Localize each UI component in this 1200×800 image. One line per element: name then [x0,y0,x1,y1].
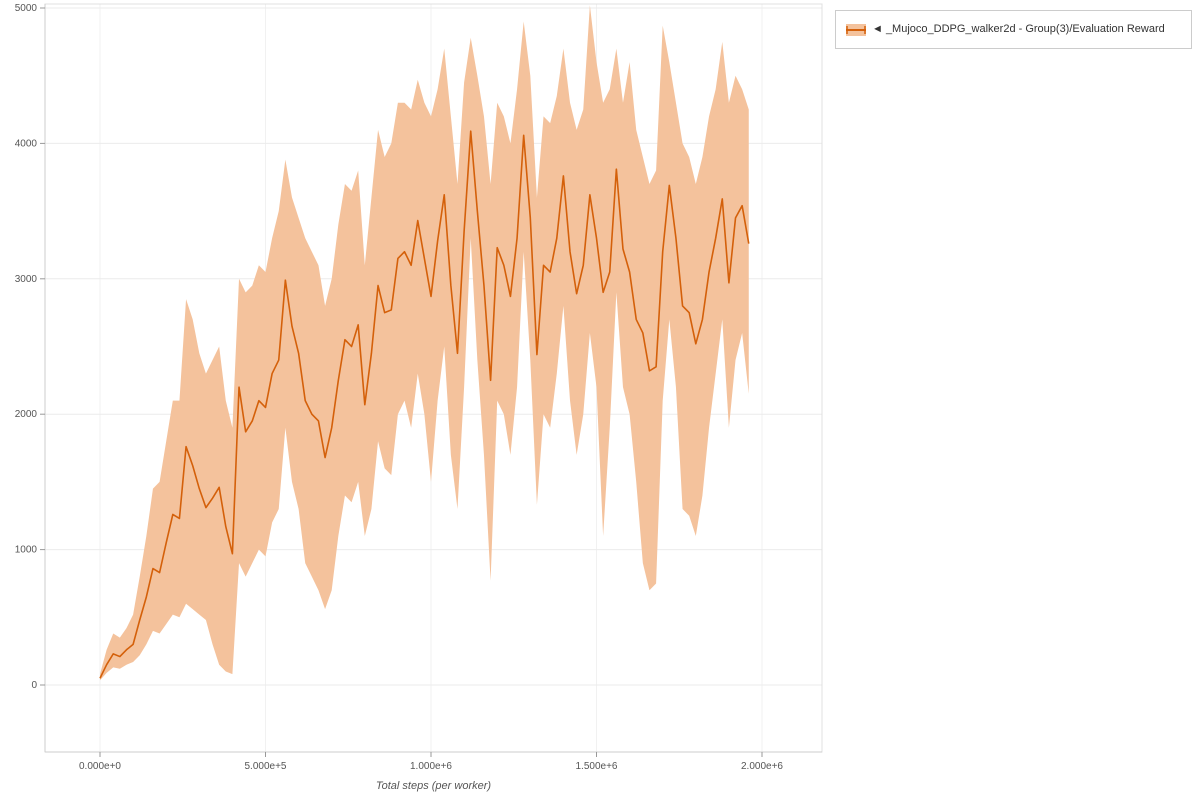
x-axis-title: Total steps (per worker) [375,780,492,792]
x-tick-label: 0.000e+0 [79,761,121,772]
mean-line [99,130,750,679]
x-tick-label: 1.000e+6 [410,761,452,772]
confidence-band [100,5,749,681]
series-swatch-icon [846,24,866,36]
y-tick-label: 4000 [15,138,38,149]
y-tick-label: 3000 [15,274,38,285]
x-tick-label: 5.000e+5 [245,761,287,772]
legend-item[interactable]: ◄ _Mujoco_DDPG_walker2d - Group(3)/Evalu… [846,19,1181,40]
x-tick-label: 2.000e+6 [741,761,783,772]
legend-item-label: ◄ _Mujoco_DDPG_walker2d - Group(3)/Evalu… [872,23,1165,35]
x-tick-label: 1.500e+6 [576,761,618,772]
y-tick-label: 2000 [15,409,38,420]
y-tick-label: 1000 [15,545,38,556]
legend: ◄ _Mujoco_DDPG_walker2d - Group(3)/Evalu… [835,10,1192,50]
y-tick-label: 0 [31,680,37,691]
y-tick-label: 5000 [15,3,38,14]
